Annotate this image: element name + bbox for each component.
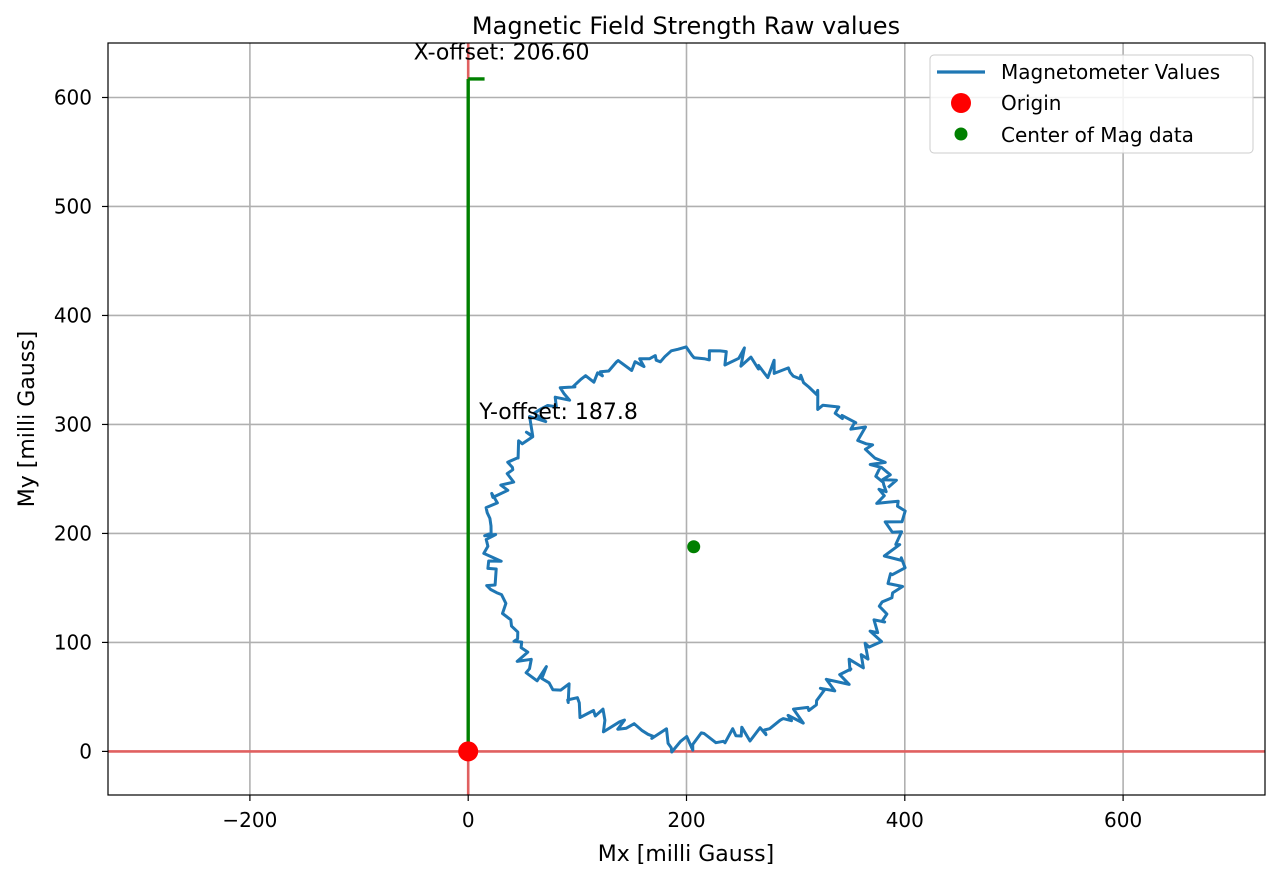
y-offset-annotation: Y-offset: 187.8 bbox=[478, 400, 638, 425]
legend-marker-center bbox=[954, 127, 968, 141]
offset-bracket bbox=[466, 77, 485, 752]
origin-marker bbox=[458, 741, 479, 762]
x-tick-label: 400 bbox=[886, 808, 924, 832]
series-magnetometer-line bbox=[482, 345, 907, 754]
y-tick-label: 300 bbox=[54, 412, 92, 436]
x-tick-label: 200 bbox=[667, 808, 705, 832]
legend: Magnetometer Values Origin Center of Mag… bbox=[929, 54, 1254, 154]
y-tick-label: 400 bbox=[54, 303, 92, 327]
legend-label-magnetometer: Magnetometer Values bbox=[1001, 60, 1220, 84]
annotations: X-offset: 206.60 Y-offset: 187.8 bbox=[414, 40, 638, 425]
y-tick-label: 100 bbox=[54, 630, 92, 654]
markers-layer bbox=[458, 540, 701, 762]
legend-box bbox=[929, 54, 1254, 154]
legend-label-origin: Origin bbox=[1001, 91, 1061, 115]
chart-title: Magnetic Field Strength Raw values bbox=[472, 12, 900, 40]
x-tick-label: −200 bbox=[222, 808, 277, 832]
x-axis-label: Mx [milli Gauss] bbox=[598, 842, 774, 867]
series-layer bbox=[482, 345, 907, 754]
center-marker bbox=[687, 540, 701, 554]
x-tick-label: 600 bbox=[1104, 808, 1142, 832]
x-axis-ticks: −200 0 200 400 600 bbox=[222, 795, 1142, 832]
y-tick-label: 0 bbox=[79, 739, 92, 763]
legend-marker-origin bbox=[951, 93, 971, 113]
x-offset-annotation: X-offset: 206.60 bbox=[414, 40, 590, 65]
legend-label-center: Center of Mag data bbox=[1001, 123, 1194, 147]
y-axis-label: My [milli Gauss] bbox=[15, 331, 40, 507]
y-tick-label: 200 bbox=[54, 521, 92, 545]
y-tick-label: 600 bbox=[54, 85, 92, 109]
x-tick-label: 0 bbox=[462, 808, 475, 832]
y-axis-ticks: 0 100 200 300 400 500 600 bbox=[54, 85, 108, 763]
y-tick-label: 500 bbox=[54, 194, 92, 218]
